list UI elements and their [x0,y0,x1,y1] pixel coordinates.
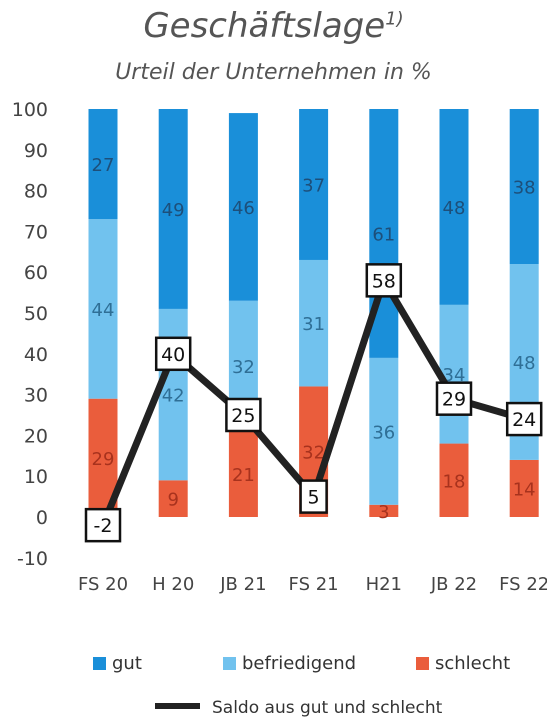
x-tick-label: H 20 [152,574,194,595]
data-label: 9 [167,490,178,511]
x-tick-label: JB 21 [219,574,266,595]
data-label: 27 [92,155,115,176]
saldo-label: 40 [161,344,185,366]
saldo-label: 29 [442,389,466,411]
bar-segment [509,109,539,265]
saldo-label-box [299,479,328,514]
data-label: 46 [232,198,255,219]
data-label: 29 [92,449,115,470]
bar-segment [509,459,539,517]
title-footnote: 1) [385,8,404,30]
data-label: 3 [378,502,389,523]
y-tick-label: 90 [24,140,48,162]
legend-label: gut [112,653,142,674]
data-label: 48 [513,353,536,374]
bar-segment [369,357,399,505]
data-label: 18 [443,471,466,492]
bar-segment [369,504,399,517]
y-tick-label: 0 [36,507,48,529]
y-tick-label: 100 [12,99,48,121]
saldo-label: 5 [308,487,320,509]
data-label: 14 [513,479,536,500]
legend-label: befriedigend [242,653,356,674]
bar-segment [439,443,469,517]
legend-swatch [223,657,236,670]
bar-segment [228,431,258,517]
saldo-label-box [365,263,403,298]
saldo-label-box [225,397,262,433]
legend-swatch [416,657,429,670]
chart-title: Geschäftslage1) [143,6,404,46]
bar-segment [88,109,118,220]
data-label: 48 [443,198,466,219]
saldo-label-box [435,381,473,416]
legend-line-label: Saldo aus gut und schlecht [212,698,443,718]
saldo-label-box [154,336,192,372]
x-tick-label: FS 20 [78,574,128,595]
data-label: 21 [232,465,255,486]
saldo-label: 24 [512,409,536,431]
chart-subtitle: Urteil der Unternehmen in % [115,60,432,85]
x-tick-label: FS 22 [499,574,547,595]
y-tick-label: 30 [24,385,48,407]
legend-label: schlecht [435,653,510,674]
bar-segment [88,219,118,399]
bar-segment [439,304,469,444]
bar-segment [158,480,188,517]
bar-segment [158,109,188,309]
legend-swatch [93,657,106,670]
saldo-label: -2 [94,515,113,537]
bar-segment [299,259,329,387]
data-label: 44 [92,300,115,321]
y-tick-label: 60 [24,262,48,284]
data-label: 36 [372,422,395,443]
x-tick-label: H21 [366,574,402,595]
saldo-label: 25 [231,405,255,427]
x-tick-label: FS 21 [289,574,339,595]
saldo-label-box [84,507,122,543]
data-label: 38 [513,178,536,199]
y-tick-label: 20 [24,425,48,447]
data-label: 49 [162,200,185,221]
saldo-label-box [505,401,543,437]
bar-segment [299,109,329,260]
data-label: 34 [443,365,466,386]
y-tick-label: 50 [24,303,48,325]
y-tick-label: 40 [24,344,48,366]
data-label: 32 [302,443,325,464]
bar-segment [228,113,258,301]
bar-segment [439,109,469,305]
data-label: 42 [162,386,185,407]
y-tick-label: 80 [24,181,48,203]
y-tick-label: -10 [17,548,48,570]
y-tick-label: 70 [24,221,48,243]
y-tick-label: 10 [24,466,48,488]
data-label: 37 [302,175,325,196]
data-label: 31 [302,314,325,335]
data-label: 61 [372,224,395,245]
data-label: 32 [232,357,255,378]
saldo-label: 58 [372,270,396,292]
x-tick-label: JB 22 [430,574,477,595]
